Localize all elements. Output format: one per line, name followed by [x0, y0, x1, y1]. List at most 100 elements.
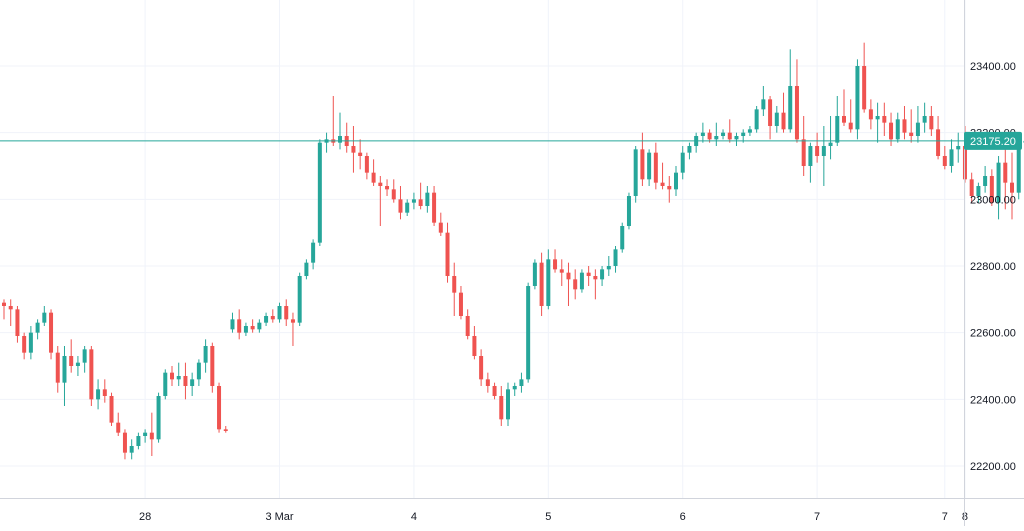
- x-tick-label: 7: [942, 511, 948, 523]
- candle: [102, 379, 107, 403]
- candle: [862, 42, 867, 113]
- candle-body: [519, 379, 524, 386]
- candle: [170, 366, 174, 386]
- candle-body: [485, 379, 490, 386]
- candle-body: [956, 146, 961, 150]
- candle: [492, 382, 497, 400]
- candle-body: [351, 146, 356, 153]
- candle: [438, 212, 443, 236]
- candle-body: [862, 66, 867, 110]
- candle: [539, 252, 544, 316]
- candle-body: [747, 129, 752, 133]
- candle-body: [1016, 142, 1021, 193]
- candle-body: [378, 182, 383, 186]
- candle-body: [492, 386, 497, 396]
- candle-body: [976, 186, 981, 196]
- candle: [96, 379, 101, 410]
- candle: [579, 269, 584, 293]
- candle: [882, 102, 887, 136]
- candle-body: [472, 336, 477, 356]
- candle: [660, 162, 665, 190]
- candle-body: [855, 66, 860, 130]
- candle-body: [674, 172, 678, 190]
- candle-body: [170, 372, 174, 380]
- candle-body: [69, 356, 74, 366]
- candle: [620, 222, 625, 253]
- candle-body: [929, 116, 934, 130]
- candle: [28, 326, 33, 360]
- candle-body: [781, 112, 786, 130]
- candle-body: [237, 319, 242, 333]
- candle-body: [922, 116, 927, 123]
- candle-body: [915, 122, 920, 136]
- candle-body: [868, 109, 873, 120]
- candle: [465, 309, 470, 340]
- candle: [895, 112, 900, 143]
- candle-body: [600, 269, 605, 280]
- candle-body: [553, 259, 558, 270]
- candle: [297, 272, 302, 326]
- candle: [364, 152, 369, 180]
- candle-body: [136, 436, 141, 446]
- candle: [264, 312, 269, 326]
- candle: [290, 312, 295, 346]
- candle: [700, 122, 705, 143]
- candle: [317, 139, 322, 246]
- y-tick-label: 22200.00: [970, 461, 1016, 473]
- candle: [237, 309, 242, 340]
- candle: [573, 269, 578, 300]
- candle-body: [640, 149, 645, 180]
- candle-body: [122, 432, 127, 453]
- candles-layer: [2, 42, 1024, 460]
- last-price-badge: [964, 131, 1022, 150]
- candle: [593, 269, 598, 300]
- candle-body: [257, 322, 262, 330]
- candle: [586, 266, 591, 286]
- candle: [411, 192, 416, 210]
- candle-body: [626, 196, 631, 226]
- candle-body: [842, 116, 846, 123]
- candle: [452, 262, 457, 316]
- candle-body: [788, 86, 793, 130]
- candle: [909, 109, 914, 143]
- candle-body: [8, 306, 13, 310]
- candle: [311, 239, 316, 270]
- candle-body: [243, 326, 248, 333]
- candle-body: [761, 99, 766, 110]
- candle: [727, 119, 732, 143]
- candle-body: [579, 272, 584, 290]
- candle-body: [458, 292, 463, 316]
- candle: [694, 132, 699, 153]
- candle-body: [680, 152, 685, 173]
- candle: [821, 126, 826, 186]
- candle-body: [566, 272, 571, 280]
- candle-body: [479, 356, 484, 380]
- candle: [512, 382, 517, 396]
- grid-layer: [0, 0, 966, 498]
- candle: [1010, 152, 1014, 220]
- candle: [196, 359, 201, 386]
- candle-body: [304, 262, 309, 276]
- candle: [250, 319, 255, 333]
- candle: [976, 182, 981, 203]
- candle: [2, 299, 6, 320]
- candle-body: [794, 86, 799, 140]
- candle-body: [190, 379, 195, 386]
- candle-body: [532, 262, 537, 286]
- candle-body: [183, 376, 188, 386]
- candle-body: [55, 352, 60, 383]
- candle-body: [176, 376, 181, 380]
- candle: [600, 266, 605, 286]
- candle: [949, 139, 954, 173]
- candle-body: [317, 142, 322, 243]
- candle-body: [559, 269, 564, 273]
- x-tick-label: 28: [139, 511, 151, 523]
- candle-body: [586, 272, 591, 276]
- candle: [344, 122, 349, 153]
- candle: [687, 142, 692, 160]
- candle: [942, 146, 947, 170]
- candle-body: [620, 226, 625, 250]
- candle: [143, 429, 148, 443]
